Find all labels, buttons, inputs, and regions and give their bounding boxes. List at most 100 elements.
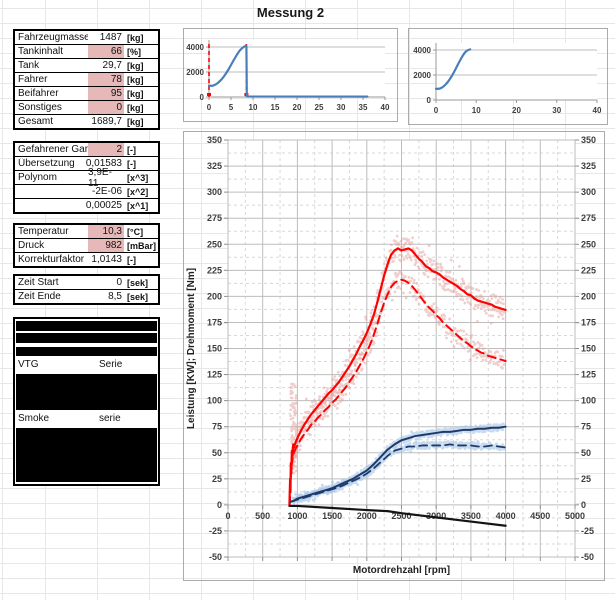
- cell-label: Druck: [18, 240, 45, 251]
- table-row: Polynom 3,9E-11 [x^3]: [15, 166, 158, 189]
- cell-label: Übersetzung: [18, 158, 75, 169]
- svg-text:100: 100: [207, 396, 222, 406]
- cell-label: Zeit Start: [18, 277, 59, 288]
- svg-text:0: 0: [207, 103, 212, 112]
- cell-unit: [-]: [127, 144, 136, 155]
- svg-text:4000: 4000: [413, 46, 431, 55]
- cell-unit: [sek]: [127, 291, 149, 302]
- cell-value[interactable]: 1689,7: [91, 116, 122, 127]
- cell-unit: [x^3]: [127, 172, 149, 183]
- svg-text:10: 10: [249, 103, 258, 112]
- svg-text:200: 200: [581, 291, 596, 301]
- svg-text:300: 300: [581, 187, 596, 197]
- svg-text:30: 30: [552, 106, 561, 115]
- redacted-block: [16, 374, 157, 410]
- cell-unit: [kg]: [127, 60, 144, 71]
- cell-value[interactable]: 1,0143: [91, 254, 122, 265]
- svg-text:325: 325: [207, 161, 222, 171]
- table-time-window: Zeit Start 0 [sek] Zeit Ende 8,5 [sek]: [13, 274, 160, 305]
- svg-text:225: 225: [207, 265, 222, 275]
- table-row: Tank 29,7 [kg]: [15, 59, 158, 73]
- svg-text:250: 250: [207, 239, 222, 249]
- cell-value[interactable]: 982: [88, 239, 124, 252]
- cell-unit: [kg]: [127, 74, 144, 85]
- cell-unit: [x^1]: [127, 200, 149, 211]
- table-gear-polynom: Gefahrener Gang2[-]Übersetzung 0,01583 [-]…: [13, 141, 160, 214]
- svg-text:275: 275: [581, 213, 596, 223]
- cell-value[interactable]: 2: [88, 143, 124, 156]
- vtg-label: VTG: [18, 359, 39, 370]
- cell-value[interactable]: 66: [88, 45, 124, 58]
- svg-text:325: 325: [581, 161, 596, 171]
- table-row: Fahrer 78 [kg]: [15, 73, 158, 87]
- cell-value[interactable]: -2E-06: [91, 186, 122, 197]
- svg-text:35: 35: [359, 103, 368, 112]
- cell-unit: [%]: [127, 46, 141, 57]
- cell-value[interactable]: 0,01583: [85, 158, 122, 169]
- table-row: Korrekturfaktor 1,0143 [-]: [15, 253, 158, 266]
- cell-label: Temperatur: [18, 226, 69, 237]
- cell-value[interactable]: 95: [88, 87, 124, 100]
- svg-text:175: 175: [581, 317, 596, 327]
- smoke-row: Smoke serie: [15, 412, 158, 426]
- cell-unit: [kg]: [127, 88, 144, 99]
- svg-text:2000: 2000: [186, 68, 204, 77]
- svg-text:-25: -25: [209, 526, 222, 536]
- table-row: 0,00025 [x^1]: [15, 199, 158, 212]
- redacted-info-box: VTG Serie Smoke serie: [13, 317, 160, 486]
- cell-value[interactable]: 0: [88, 101, 124, 114]
- cell-value[interactable]: 1487: [99, 32, 122, 43]
- table-row: Tankinhalt 66 [%]: [15, 45, 158, 59]
- svg-text:4000: 4000: [496, 511, 516, 521]
- table-row: Gesamt 1689,7 [kg]: [15, 115, 158, 128]
- svg-text:-25: -25: [581, 526, 594, 536]
- cell-value[interactable]: 10,3: [88, 225, 124, 238]
- svg-text:2000: 2000: [357, 511, 377, 521]
- svg-text:0: 0: [200, 93, 205, 102]
- cell-value[interactable]: 0: [116, 277, 122, 288]
- svg-text:0: 0: [225, 511, 230, 521]
- svg-text:25: 25: [581, 474, 591, 484]
- cell-unit: [x^2]: [127, 186, 149, 197]
- svg-text:Motordrehzahl [rpm]: Motordrehzahl [rpm]: [353, 565, 450, 576]
- cell-value[interactable]: 0,00025: [85, 200, 122, 211]
- cell-label: Korrekturfaktor: [18, 254, 85, 265]
- cell-value[interactable]: 3,9E-11: [88, 166, 112, 189]
- svg-text:2500: 2500: [391, 511, 411, 521]
- svg-text:5: 5: [229, 103, 234, 112]
- cell-value[interactable]: 8,5: [108, 291, 122, 302]
- vtg-row: VTG Serie: [15, 358, 158, 372]
- svg-text:-50: -50: [581, 552, 594, 562]
- cell-label: Gefahrener Gang: [18, 144, 88, 155]
- svg-text:350: 350: [207, 135, 222, 145]
- cell-label: Sonstiges: [18, 102, 62, 113]
- svg-text:4500: 4500: [530, 511, 550, 521]
- svg-text:275: 275: [207, 213, 222, 223]
- svg-text:50: 50: [212, 448, 222, 458]
- svg-text:20: 20: [293, 103, 302, 112]
- svg-text:Leistung [KW]; Drehmoment [Nm]: Leistung [KW]; Drehmoment [Nm]: [186, 268, 197, 429]
- cell-unit: [kg]: [127, 32, 144, 43]
- cell-unit: [mBar]: [127, 240, 157, 251]
- table-row: Gefahrener Gang2[-]: [15, 143, 158, 157]
- svg-text:500: 500: [255, 511, 270, 521]
- table-row: Sonstiges 0 [kg]: [15, 101, 158, 115]
- svg-text:1500: 1500: [322, 511, 342, 521]
- svg-text:0: 0: [434, 106, 439, 115]
- cell-value[interactable]: 78: [88, 73, 124, 86]
- svg-text:40: 40: [381, 103, 390, 112]
- cell-unit: [kg]: [127, 116, 144, 127]
- svg-text:300: 300: [207, 187, 222, 197]
- svg-text:225: 225: [581, 265, 596, 275]
- cell-label: Fahrer: [18, 74, 48, 85]
- table-row: Zeit Start 0 [sek]: [15, 276, 158, 290]
- svg-text:200: 200: [207, 291, 222, 301]
- svg-text:175: 175: [207, 317, 222, 327]
- cell-value[interactable]: 29,7: [102, 60, 122, 71]
- table-row: -2E-06 [x^2]: [15, 185, 158, 199]
- cell-label: Beifahrer: [18, 88, 59, 99]
- svg-text:30: 30: [337, 103, 346, 112]
- smoke-label: Smoke: [18, 413, 50, 424]
- table-row: Temperatur 10,3 [°C]: [15, 225, 158, 239]
